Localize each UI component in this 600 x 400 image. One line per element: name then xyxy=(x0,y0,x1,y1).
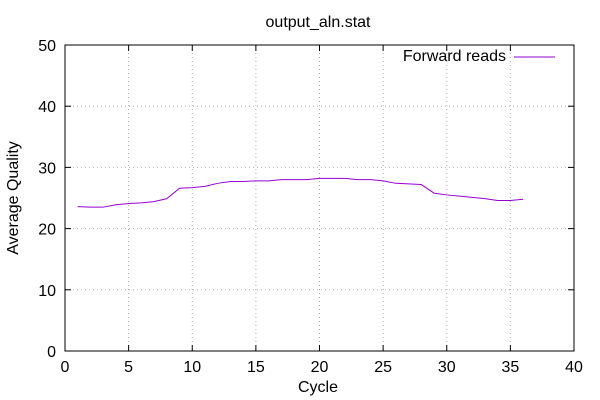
y-axis-label: Average Quality xyxy=(5,141,22,255)
axis-ticks: 0 5 10 15 20 25 30 35 40 0 10 20 30 40 50 xyxy=(38,38,583,376)
y-tick-label: 20 xyxy=(38,222,56,239)
x-tick-label: 30 xyxy=(438,359,456,376)
y-tick-label: 50 xyxy=(38,38,56,55)
x-tick-label: 10 xyxy=(183,359,201,376)
x-tick-label: 0 xyxy=(61,359,70,376)
y-tick-label: 0 xyxy=(47,344,56,361)
y-tick-label: 40 xyxy=(38,99,56,116)
x-tick-label: 25 xyxy=(374,359,392,376)
grid xyxy=(65,45,574,351)
x-tick-label: 5 xyxy=(124,359,133,376)
x-axis-label: Cycle xyxy=(298,379,338,396)
x-tick-label: 15 xyxy=(247,359,265,376)
y-tick-label: 30 xyxy=(38,160,56,177)
series-line-forward-reads xyxy=(77,177,524,208)
y-tick-label: 10 xyxy=(38,283,56,300)
series-layer xyxy=(77,177,524,208)
x-tick-label: 35 xyxy=(501,359,519,376)
legend: Forward reads xyxy=(403,48,555,65)
legend-label-forward-reads: Forward reads xyxy=(403,48,506,65)
x-tick-label: 40 xyxy=(565,359,583,376)
x-tick-label: 20 xyxy=(311,359,329,376)
plot-frame xyxy=(64,44,575,352)
chart-title: output_aln.stat xyxy=(266,14,372,31)
